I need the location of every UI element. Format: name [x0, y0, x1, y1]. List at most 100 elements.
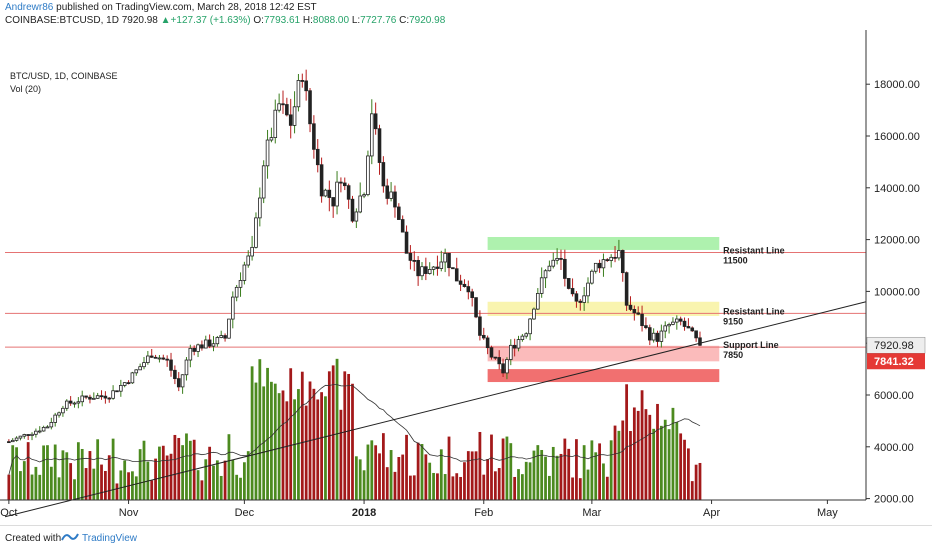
candle-body	[358, 195, 363, 213]
candle-body	[427, 269, 432, 274]
candle-body	[447, 252, 451, 269]
candle-body	[597, 262, 602, 269]
candle-body	[458, 280, 463, 285]
candle-body	[142, 362, 146, 368]
candle-body	[254, 217, 258, 248]
volume-bar	[544, 456, 547, 500]
tradingview-link[interactable]: TradingView	[82, 533, 138, 544]
volume-bar	[80, 448, 84, 500]
volume-bar	[436, 473, 439, 500]
volume-bar	[258, 359, 262, 500]
volume-bar	[582, 445, 586, 500]
candle-body	[508, 344, 513, 360]
volume-bar	[196, 470, 200, 500]
candle-body	[285, 104, 289, 116]
y-tick-label: 2000.00	[874, 494, 914, 506]
volume-bar	[266, 367, 269, 500]
volume-bar	[215, 460, 219, 500]
chart-area[interactable]: Resistant Line 11500 Resistant Line 9150 Sup…	[0, 30, 932, 520]
volume-bar	[227, 434, 231, 500]
low-value: 7727.76	[360, 15, 397, 26]
volume-bar	[374, 445, 378, 500]
volume-bar	[84, 468, 88, 500]
ohlc-readout: COINBASE:BTCUSD, 1D 7920.98 ▲+127.37 (+1…	[5, 15, 445, 26]
volume-bar	[169, 453, 173, 500]
candle-body	[686, 326, 691, 329]
volume-bar	[548, 475, 551, 500]
volume-bar	[53, 444, 57, 500]
candle-body	[470, 291, 474, 299]
candle-body	[520, 335, 525, 341]
candle-body	[478, 316, 482, 336]
volume-bar	[490, 434, 493, 500]
volume-bar	[578, 478, 582, 500]
volume-bar	[613, 425, 617, 500]
candle-body	[377, 128, 382, 163]
volume-bar	[455, 473, 459, 500]
plot-background	[5, 30, 866, 500]
candle-body	[265, 139, 270, 167]
volume-bar	[470, 451, 474, 500]
volume-bar	[675, 421, 679, 500]
candle-body	[119, 385, 123, 392]
candle-body	[57, 412, 61, 416]
volume-bar	[96, 439, 100, 500]
volume-bar	[683, 439, 686, 500]
price-change: +127.37 (+1.63%)	[170, 15, 251, 26]
candle-body	[366, 155, 370, 196]
volume-bar	[459, 476, 462, 500]
volume-bar	[567, 448, 571, 500]
volume-bar	[528, 462, 532, 500]
volume-bar	[235, 474, 239, 500]
candle-body	[126, 382, 131, 385]
x-tick-label: Oct	[0, 507, 17, 519]
zone-yellow-1	[487, 301, 720, 317]
candle-body	[45, 426, 50, 429]
volume-bar	[100, 464, 103, 500]
candle-body	[431, 266, 436, 270]
author-link[interactable]: Andrewr86	[5, 2, 54, 13]
annotation-value-0: 11500	[723, 256, 748, 266]
volume-bar	[285, 401, 289, 500]
volume-bar	[57, 477, 61, 500]
volume-bar	[123, 460, 127, 500]
publish-text: published on TradingView.com, March 28, …	[53, 2, 317, 13]
volume-bar	[61, 450, 65, 500]
candle-body	[312, 123, 316, 150]
volume-bar	[520, 474, 524, 500]
volume-bar	[389, 450, 393, 500]
close-label: C:	[399, 15, 410, 26]
candle-body	[161, 357, 166, 360]
legend-title: BTC/USD, 1D, COINBASE	[10, 71, 118, 81]
candle-body	[416, 260, 420, 277]
candle-body	[451, 267, 455, 270]
candle-body	[146, 355, 150, 364]
volume-bar	[358, 459, 362, 500]
candle-body	[246, 255, 251, 266]
low-label: L:	[351, 15, 361, 26]
candle-body	[408, 252, 413, 261]
candle-body	[640, 313, 644, 327]
candle-body	[524, 333, 529, 337]
volume-bar	[636, 410, 640, 500]
volume-bar	[219, 475, 223, 500]
candle-body	[636, 312, 640, 315]
volume-bar	[335, 358, 339, 500]
volume-bar	[103, 470, 107, 500]
candle-body	[7, 441, 11, 444]
candle-body	[319, 164, 324, 197]
candle-body	[582, 295, 586, 303]
volume-bar	[142, 440, 146, 500]
volume-bar	[200, 480, 204, 500]
volume-bar	[7, 474, 11, 500]
candle-body	[30, 433, 34, 436]
candle-body	[644, 325, 648, 329]
candle-body	[370, 113, 374, 157]
candle-body	[331, 197, 335, 207]
candle-body	[563, 258, 567, 279]
candle-body	[18, 435, 23, 439]
candle-body	[296, 80, 301, 108]
volume-bar	[331, 365, 335, 500]
volume-bar	[602, 463, 605, 500]
